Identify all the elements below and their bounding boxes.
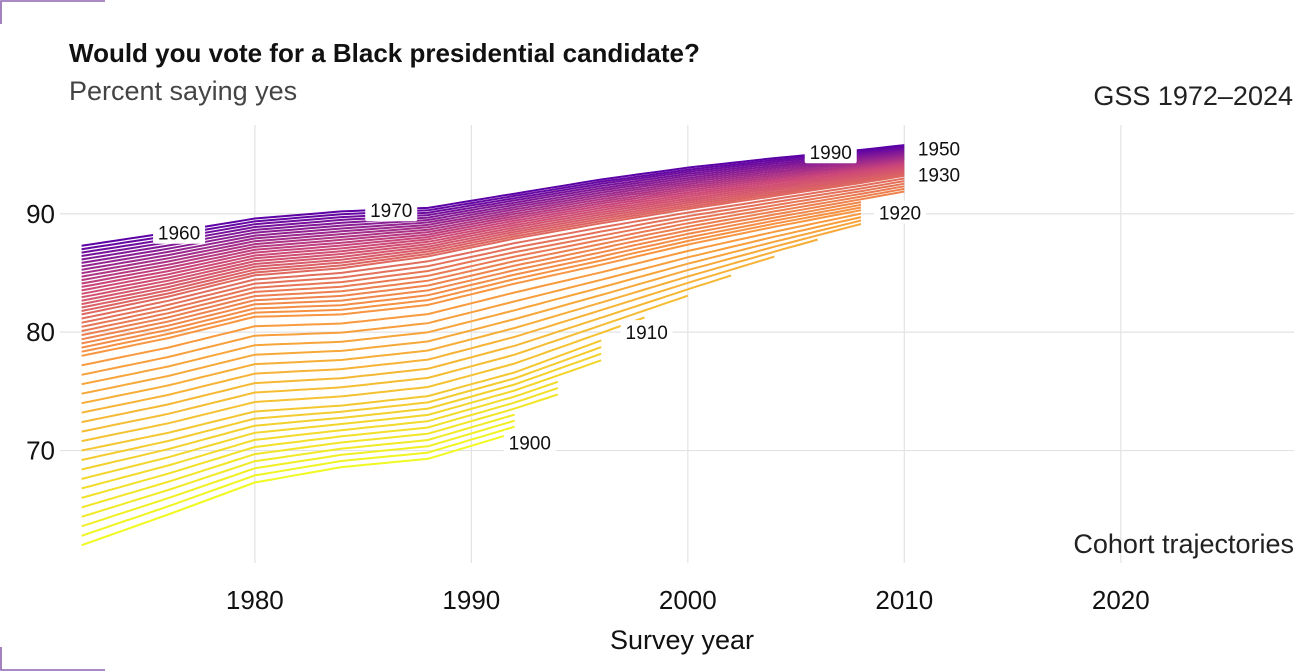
chart-title: Would you vote for a Black presidential …: [69, 38, 700, 68]
y-axis-ticks: 70 80 90: [26, 199, 55, 466]
cohort-label-bg: [912, 162, 965, 186]
cohort-line-1917: [81, 219, 862, 386]
cohort-line-1905: [81, 387, 559, 499]
cohort-line-1950: [81, 144, 905, 247]
cohort-label-bg: [503, 430, 556, 454]
x-tick-label: 2010: [875, 585, 933, 615]
cohort-lines: [81, 144, 905, 547]
cohort-line-1948: [81, 147, 905, 254]
cohort-line-1946: [81, 150, 905, 261]
cohort-line-1945: [81, 151, 905, 264]
cohort-label-1920: 1920: [873, 200, 926, 225]
cohort-label-1970: 1970: [365, 198, 418, 222]
cohort-line-1931: [81, 173, 905, 312]
cohort-line-1942: [81, 156, 905, 275]
cohort-label-1990: 1990: [804, 140, 857, 164]
cohort-line-1919: [81, 212, 862, 367]
cohort-labels: 1960 1970 1990 1950 1930 1920 1910 1900: [153, 136, 965, 454]
cohort-line-1937: [81, 164, 905, 292]
cohort-label-bg: [912, 136, 965, 160]
cohort-label-1960: 1960: [153, 220, 206, 245]
corner-bracket-bottom: [0, 647, 105, 671]
cohort-label-1910: 1910: [620, 320, 673, 344]
cohort-label-bg: [153, 220, 206, 244]
cohort-line-1947: [81, 148, 905, 257]
cohort-line-1908: [81, 352, 602, 471]
cohort-line-1949: [81, 145, 905, 251]
cohort-line-1918: [81, 216, 862, 376]
cohort-line-1927: [81, 182, 905, 328]
cohort-line-1915: [81, 238, 818, 405]
cohort-line-1938: [81, 162, 905, 288]
source-note: GSS 1972–2024: [1093, 81, 1293, 111]
cohort-line-1920: [81, 209, 862, 357]
cohort-label-bg: [873, 200, 926, 224]
cohort-label-1950: 1950: [912, 136, 965, 161]
cohort-label-text: 1950: [918, 140, 960, 161]
cohort-line-1926: [81, 185, 905, 332]
annotation: Cohort trajectories: [1073, 529, 1294, 559]
x-axis-ticks: 1980 1990 2000 2010 2020: [226, 585, 1150, 615]
cohort-label-text: 1910: [626, 323, 668, 344]
cohort-label-1900: 1900: [503, 430, 556, 454]
cohort-line-1900: [81, 431, 515, 547]
cohort-line-1941: [81, 158, 905, 278]
cohort-line-1923: [81, 201, 862, 345]
cohort-line-1924: [81, 190, 905, 341]
cohort-line-1922: [81, 203, 862, 349]
cohort-label-text: 1960: [158, 224, 200, 245]
cohort-label-text: 1930: [918, 166, 960, 187]
x-tick-label: 1990: [442, 585, 500, 615]
cohort-line-1907: [81, 359, 602, 480]
cohort-label-bg: [365, 198, 418, 222]
cohort-line-1913: [81, 274, 732, 424]
cohort-line-1944: [81, 153, 905, 268]
cohort-line-1916: [81, 223, 862, 395]
y-tick-label: 70: [26, 436, 55, 466]
cohort-line-1911: [81, 316, 645, 443]
cohort-label-text: 1900: [509, 433, 551, 454]
cohort-line-1940: [81, 159, 905, 282]
corner-bracket-top: [0, 0, 105, 24]
cohort-label-bg: [804, 140, 857, 164]
cohort-line-1910: [81, 339, 602, 452]
cohort-line-1939: [81, 161, 905, 285]
cohort-line-1903: [81, 413, 515, 518]
cohort-label-bg: [620, 320, 673, 344]
cohort-line-1943: [81, 154, 905, 271]
cohort-label-text: 1990: [810, 143, 852, 164]
x-tick-label: 2020: [1092, 585, 1150, 615]
cohort-line-1921: [81, 206, 862, 353]
x-tick-label: 2000: [659, 585, 717, 615]
cohort-label-1930: 1930: [912, 162, 965, 187]
cohort-label-text: 1970: [370, 201, 412, 222]
cohort-line-1929: [81, 177, 905, 320]
cohort-line-1934: [81, 168, 905, 302]
cohort-line-1914: [81, 255, 775, 414]
cohort-line-1906: [81, 380, 559, 490]
cohort-line-1912: [81, 294, 689, 433]
cohort-label-text: 1920: [879, 204, 921, 225]
cohort-line-1902: [81, 419, 515, 528]
cohort-line-1925: [81, 187, 905, 337]
y-tick-label: 80: [26, 317, 55, 347]
cohort-line-1936: [81, 165, 905, 295]
x-tick-label: 1980: [226, 585, 284, 615]
cohort-line-1935: [81, 167, 905, 299]
cohort-line-1932: [81, 171, 905, 309]
cohort-line-1928: [81, 180, 905, 324]
x-axis-label: Survey year: [610, 625, 754, 655]
cohort-line-1933: [81, 170, 905, 306]
cohort-line-1904: [81, 393, 559, 509]
cohort-line-1930: [81, 174, 905, 316]
cohort-line-1901: [81, 425, 515, 537]
cohort-line-1909: [81, 346, 602, 461]
chart-subtitle: Percent saying yes: [69, 76, 297, 106]
y-tick-label: 90: [26, 199, 55, 229]
